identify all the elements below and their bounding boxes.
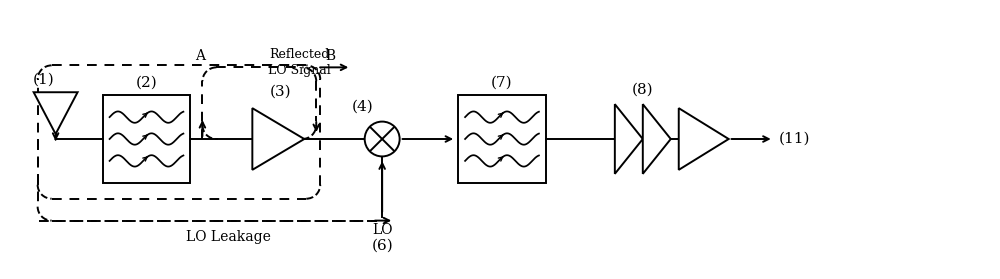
- Polygon shape: [679, 108, 729, 170]
- Text: (1): (1): [33, 72, 55, 86]
- Text: (8): (8): [632, 82, 654, 96]
- Text: (6): (6): [371, 239, 393, 252]
- Text: B: B: [325, 49, 335, 63]
- Bar: [458, 95, 546, 183]
- Text: LO Leakage: LO Leakage: [186, 230, 271, 244]
- Text: LO Signal: LO Signal: [268, 64, 331, 77]
- Circle shape: [365, 122, 400, 157]
- Text: Reflected: Reflected: [269, 48, 329, 61]
- Polygon shape: [252, 108, 304, 170]
- Text: (2): (2): [136, 75, 157, 89]
- Text: (11): (11): [779, 132, 810, 146]
- Text: (7): (7): [491, 75, 513, 89]
- Polygon shape: [615, 104, 643, 174]
- Text: (4): (4): [352, 100, 374, 114]
- Text: (3): (3): [270, 84, 292, 98]
- Text: A: A: [195, 49, 205, 63]
- Polygon shape: [643, 104, 671, 174]
- Text: LO: LO: [372, 223, 392, 237]
- Polygon shape: [34, 92, 78, 134]
- Bar: [103, 95, 190, 183]
